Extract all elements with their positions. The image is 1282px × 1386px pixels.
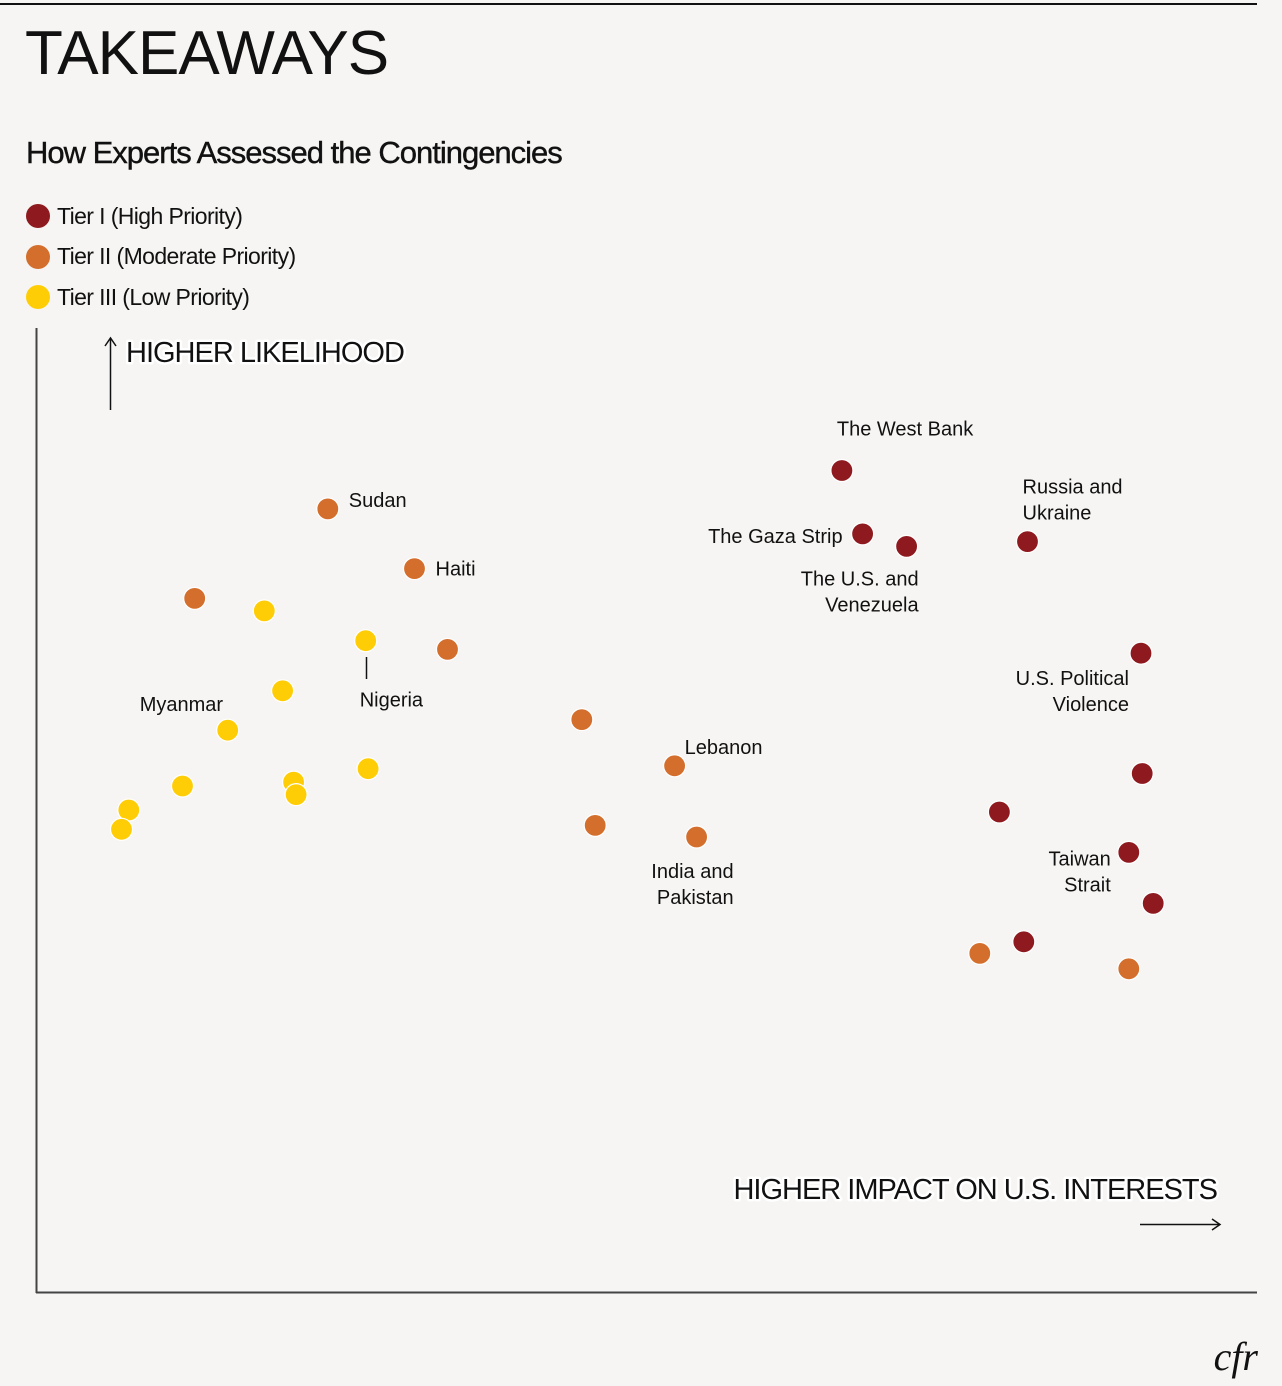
legend-label-tier-3: Tier III (Low Priority) [57,283,250,310]
data-point-tier-3-3 [271,679,295,703]
chart-subtitle: How Experts Assessed the Contingencies [26,135,563,170]
legend-item-tier-1: Tier I (High Priority) [26,196,296,237]
point-label-myanmar: Myanmar [140,694,224,716]
data-point-tier-2-3 [183,586,207,611]
data-point-tier-3-8 [284,782,308,807]
point-label-the-u-s-and-venezuela: The U.S. and Venezuela [801,568,920,616]
point-label-the-west-bank: The West Bank [837,419,974,441]
data-point-tier-2-10 [1117,957,1141,981]
data-point-tier-1-russia-and-ukraine [1015,529,1040,554]
legend-item-tier-2: Tier II (Moderate Priority) [26,237,296,278]
data-point-tier-1-the-gaza-strip [850,522,875,546]
point-label-haiti: Haiti [436,559,476,581]
y-axis-arrow-icon [104,336,117,410]
labels-layer: The West Bank The Gaza Strip The U.S. and V… [140,419,1129,910]
point-label-the-gaza-strip: The Gaza Strip [708,526,843,548]
data-point-tier-1-taiwan-strait [1117,840,1141,865]
point-label-nigeria: Nigeria [360,690,424,712]
cfr-logo: cfr [1213,1334,1258,1379]
data-point-tier-1-the-u-s-and-venezuela [894,534,919,559]
data-point-tier-2-9 [968,941,992,966]
legend-label-tier-2: Tier II (Moderate Priority) [57,243,296,270]
x-axis-arrow-icon [1140,1218,1222,1231]
data-point-tier-3-9 [117,798,141,822]
data-point-tier-3-10 [109,817,134,841]
data-point-tier-3-1 [252,599,276,623]
top-rule [0,3,1257,5]
point-label-lebanon: Lebanon [685,737,763,759]
data-point-tier-2-5 [570,707,594,732]
point-label-sudan: Sudan [349,490,407,512]
data-point-tier-3-5 [356,757,380,781]
data-point-tier-2-lebanon [662,754,687,778]
data-point-tier-2-haiti [402,556,427,581]
data-point-tier-1-6 [1130,761,1154,786]
legend-item-tier-3: Tier III (Low Priority) [26,277,296,318]
page-title: TAKEAWAYS [25,19,389,88]
data-point-tier-1-10 [1012,930,1036,954]
legend: Tier I (High Priority) Tier II (Moderate… [26,196,296,318]
data-point-tier-2-india-and-pakistan [684,825,709,849]
x-axis-title: HIGHER IMPACT ON U.S. INTERESTS [733,1174,1217,1206]
legend-swatch-tier-3 [26,285,50,310]
data-point-tier-1-7 [987,800,1012,824]
legend-swatch-tier-2 [26,244,50,269]
data-point-tier-2-sudan [316,497,340,521]
legend-label-tier-1: Tier I (High Priority) [57,202,243,229]
points-layer [109,458,1165,981]
point-label-russia-and-ukraine: Russia and Ukraine [1023,477,1123,525]
data-point-tier-2-4 [435,637,460,662]
point-label-india-and-pakistan: India and Pakistan [651,861,733,909]
data-point-tier-3-myanmar [216,718,240,742]
data-point-tier-1-9 [1141,891,1165,916]
data-point-tier-3-6 [170,774,195,798]
data-point-tier-2-7 [583,813,607,838]
data-point-tier-3-nigeria [354,629,378,653]
point-label-u-s-political-violence: U.S. Political Violence [1016,668,1129,716]
data-point-tier-1-the-west-bank [830,458,854,483]
data-point-tier-1-u-s-political-violence [1129,641,1153,665]
y-axis-title: HIGHER LIKELIHOOD [126,337,404,369]
legend-swatch-tier-1 [26,204,50,229]
point-label-taiwan-strait: Taiwan Strait [1049,848,1112,896]
